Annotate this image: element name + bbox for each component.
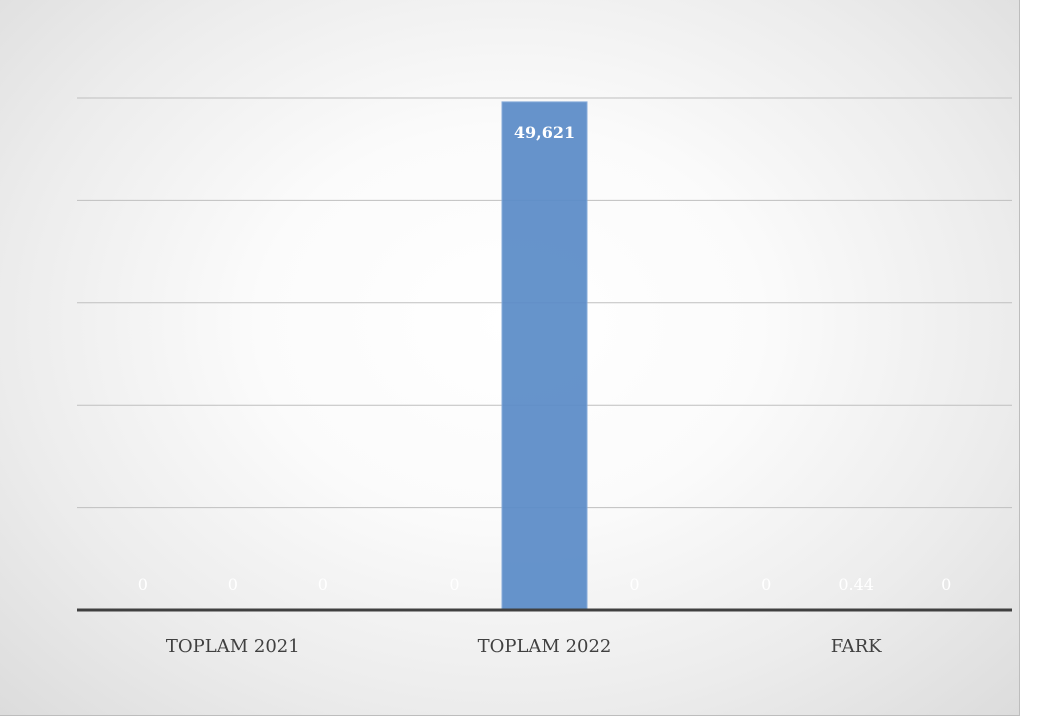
data-label: 0: [761, 575, 771, 594]
data-label: 0: [318, 575, 328, 594]
data-label: 0: [138, 575, 148, 594]
category-labels: TOPLAM 2021 TOPLAM 2022 FARK: [166, 636, 882, 657]
data-label: 49,621: [514, 123, 575, 142]
data-label: 0: [941, 575, 951, 594]
category-label: TOPLAM 2021: [166, 636, 300, 657]
chart-area: 0 0 0 0 49,621 0 0 0.44 0 TOPLAM 2021 TOPLAM 2022…: [0, 0, 1020, 716]
bar: [501, 101, 588, 611]
data-label: 0: [228, 575, 238, 594]
data-label: 0: [449, 575, 459, 594]
data-label: 0: [629, 575, 639, 594]
bars: [501, 101, 588, 611]
data-label: 0.44: [838, 575, 874, 594]
data-labels: 0 0 0 0 49,621 0 0 0.44 0: [138, 123, 952, 594]
category-label: TOPLAM 2022: [478, 636, 612, 657]
category-label: FARK: [831, 636, 882, 657]
bar-chart: 0 0 0 0 49,621 0 0 0.44 0 TOPLAM 2021 TOPLAM 2022…: [77, 97, 1012, 657]
